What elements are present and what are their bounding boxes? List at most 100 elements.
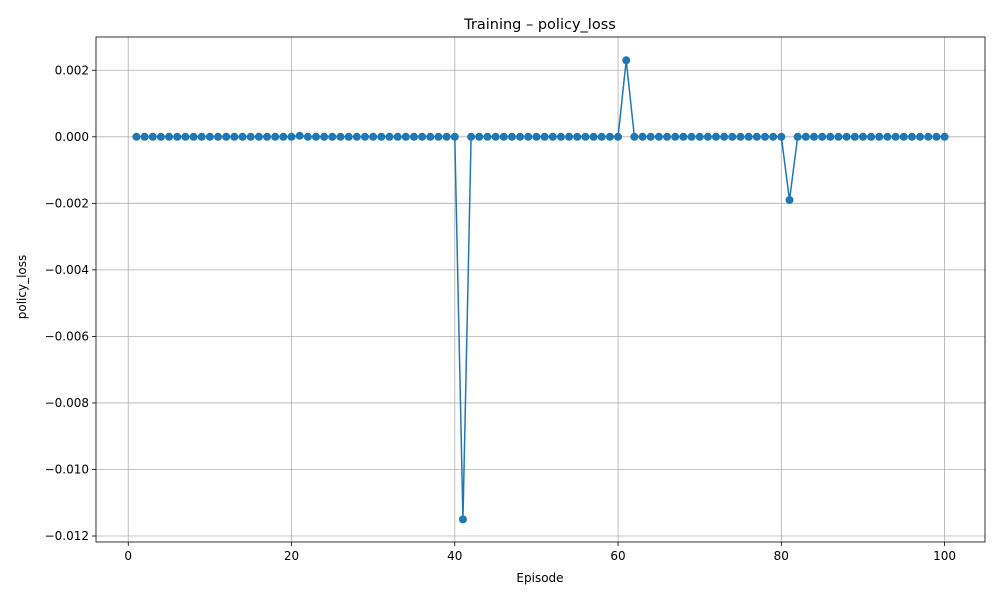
data-point: [189, 132, 198, 141]
data-point: [891, 132, 900, 141]
data-point: [760, 132, 769, 141]
data-point: [409, 132, 418, 141]
data-point: [573, 132, 582, 141]
data-point: [214, 132, 223, 141]
data-point: [230, 132, 239, 141]
x-tick-label: 100: [933, 549, 956, 563]
data-point: [818, 132, 827, 141]
data-point: [834, 132, 843, 141]
data-point: [156, 132, 165, 141]
x-tick-label: 0: [124, 549, 132, 563]
series-policy-loss: [132, 56, 949, 524]
y-tick-label: −0.012: [45, 529, 89, 543]
data-point: [899, 132, 908, 141]
data-point: [654, 132, 663, 141]
data-point: [638, 132, 647, 141]
data-point: [222, 132, 231, 141]
series-line: [136, 59, 945, 521]
data-point: [320, 132, 329, 141]
y-tick-label: −0.010: [45, 462, 89, 476]
data-point: [752, 132, 761, 141]
data-point: [858, 132, 867, 141]
data-point: [679, 132, 688, 141]
data-point: [646, 132, 655, 141]
y-tick-label: −0.006: [45, 329, 89, 343]
data-point: [630, 132, 639, 141]
data-point: [360, 132, 369, 141]
data-point: [377, 132, 386, 141]
data-point: [246, 132, 255, 141]
data-point: [140, 132, 149, 141]
y-tick-label: −0.008: [45, 396, 89, 410]
data-point: [720, 132, 729, 141]
data-point: [597, 132, 606, 141]
data-point: [458, 515, 467, 524]
data-point: [491, 132, 500, 141]
data-point: [671, 132, 680, 141]
data-point: [614, 132, 623, 141]
data-point: [793, 132, 802, 141]
data-point: [328, 132, 337, 141]
data-point: [475, 132, 484, 141]
data-point: [785, 196, 794, 205]
data-point: [867, 132, 876, 141]
y-axis-ticks: −0.012 −0.010 −0.008 −0.006 −0.004 −0.002 0.00…: [45, 63, 96, 543]
data-point: [589, 132, 598, 141]
data-point: [442, 132, 451, 141]
data-point: [932, 132, 941, 141]
data-point: [769, 132, 778, 141]
data-point: [907, 132, 916, 141]
data-point: [532, 132, 541, 141]
data-point: [703, 132, 712, 141]
data-point: [418, 132, 427, 141]
data-point: [254, 132, 263, 141]
data-point: [556, 132, 565, 141]
data-point: [336, 132, 345, 141]
chart-title: Training – policy_loss: [463, 17, 616, 33]
data-point: [924, 132, 933, 141]
data-point: [687, 132, 696, 141]
data-point: [540, 132, 549, 141]
data-point: [165, 132, 174, 141]
data-point: [548, 132, 557, 141]
data-point: [826, 132, 835, 141]
data-point: [271, 132, 280, 141]
data-point: [728, 132, 737, 141]
data-point: [801, 132, 810, 141]
data-point: [263, 132, 272, 141]
data-point: [344, 132, 353, 141]
data-point: [499, 132, 508, 141]
data-point: [663, 132, 672, 141]
data-point: [401, 132, 410, 141]
data-point: [205, 132, 214, 141]
y-axis-label: policy_loss: [15, 255, 29, 320]
data-point: [385, 132, 394, 141]
data-point: [940, 132, 949, 141]
x-tick-label: 80: [774, 549, 789, 563]
data-point: [197, 132, 206, 141]
data-point: [434, 132, 443, 141]
data-point: [736, 132, 745, 141]
data-point: [581, 132, 590, 141]
data-point: [777, 132, 786, 141]
data-point: [883, 132, 892, 141]
data-point: [850, 132, 859, 141]
plot-frame: [95, 36, 986, 543]
x-tick-label: 20: [284, 549, 299, 563]
y-tick-label: 0.002: [55, 63, 89, 77]
data-point: [875, 132, 884, 141]
data-point: [744, 132, 753, 141]
data-point: [516, 132, 525, 141]
y-tick-label: −0.002: [45, 196, 89, 210]
data-point: [148, 132, 157, 141]
x-axis-ticks: 0 20 40 60 80 100: [124, 542, 956, 563]
x-axis-label: Episode: [516, 571, 563, 585]
x-tick-label: 40: [447, 549, 462, 563]
data-point: [352, 132, 361, 141]
data-point: [916, 132, 925, 141]
data-point: [295, 131, 304, 140]
data-point: [565, 132, 574, 141]
data-point: [622, 56, 631, 65]
data-point: [809, 132, 818, 141]
data-point: [279, 132, 288, 141]
